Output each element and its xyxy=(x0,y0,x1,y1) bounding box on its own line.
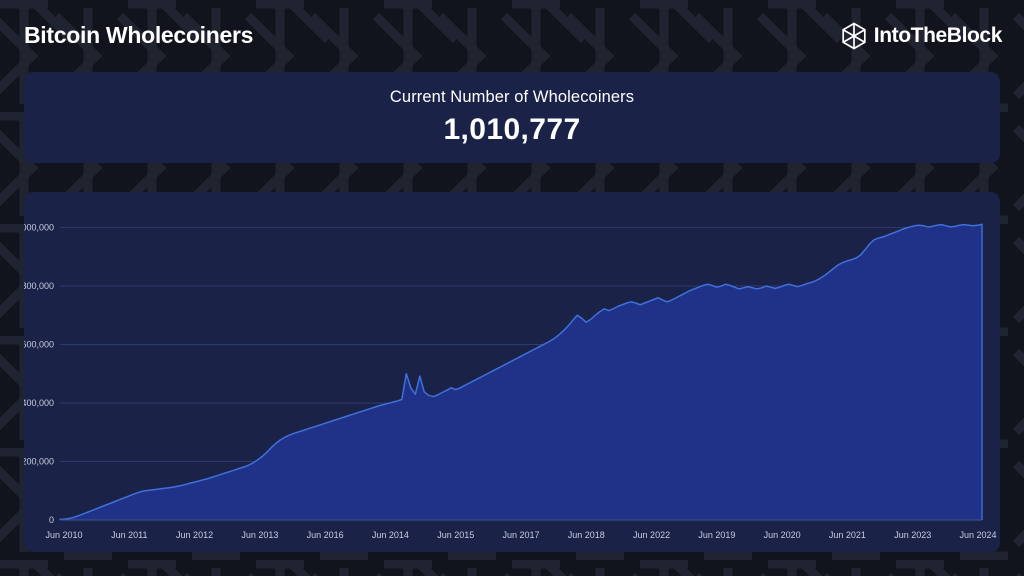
y-axis-tick-label: 800,000 xyxy=(24,281,54,291)
page-title: Bitcoin Wholecoiners xyxy=(24,22,254,48)
kpi-label: Current Number of Wholecoiners xyxy=(389,88,635,106)
kpi-card: Current Number of Wholecoiners 1,010,777 xyxy=(24,72,1000,163)
chart-y-axis-labels: 0 200,000 400,000 600,000 800,000 1,000,000 xyxy=(24,223,54,525)
x-axis-tick-label: Jun 2019 xyxy=(698,530,735,540)
chart-x-axis-labels: Jun 2010 Jun 2011 Jun 2012 Jun 2013 Jun 2016… xyxy=(45,530,996,540)
x-axis-tick-label: Jun 2017 xyxy=(502,530,539,540)
y-axis-tick-label: 0 xyxy=(49,515,54,525)
kpi-value: 1,010,777 xyxy=(443,113,581,146)
x-axis-tick-label: Jun 2024 xyxy=(959,530,996,540)
wholecoiners-area-chart: 0 200,000 400,000 600,000 800,000 1,000,000 J… xyxy=(24,223,997,540)
y-axis-tick-label: 600,000 xyxy=(24,340,54,350)
chart-area-fill xyxy=(60,224,982,520)
chart-line xyxy=(59,223,983,521)
x-axis-tick-label: Jun 2016 xyxy=(307,530,344,540)
x-axis-tick-label: Jun 2021 xyxy=(829,530,866,540)
y-axis-tick-label: 200,000 xyxy=(24,457,54,467)
intotheblock-cube-icon xyxy=(842,22,866,50)
x-axis-tick-label: Jun 2020 xyxy=(764,530,801,540)
y-axis-tick-label: 1,000,000 xyxy=(24,223,54,233)
x-axis-tick-label: Jun 2010 xyxy=(45,530,82,540)
x-axis-tick-label: Jun 2023 xyxy=(894,530,931,540)
brand-logo: IntoTheBlock xyxy=(841,22,1002,50)
x-axis-tick-label: Jun 2015 xyxy=(437,530,474,540)
x-axis-tick-label: Jun 2018 xyxy=(568,530,605,540)
y-axis-tick-label: 400,000 xyxy=(24,398,54,408)
x-axis-tick-label: Jun 2022 xyxy=(633,530,670,540)
x-axis-tick-label: Jun 2014 xyxy=(372,530,409,540)
x-axis-tick-label: Jun 2013 xyxy=(241,530,278,540)
x-axis-tick-label: Jun 2012 xyxy=(176,530,213,540)
chart-card: 0 200,000 400,000 600,000 800,000 1,000,000 J… xyxy=(24,192,1000,552)
header-bar: Bitcoin Wholecoiners IntoTheBlock xyxy=(0,0,1024,72)
x-axis-tick-label: Jun 2011 xyxy=(111,530,147,540)
brand-name: IntoTheBlock xyxy=(873,24,1003,47)
